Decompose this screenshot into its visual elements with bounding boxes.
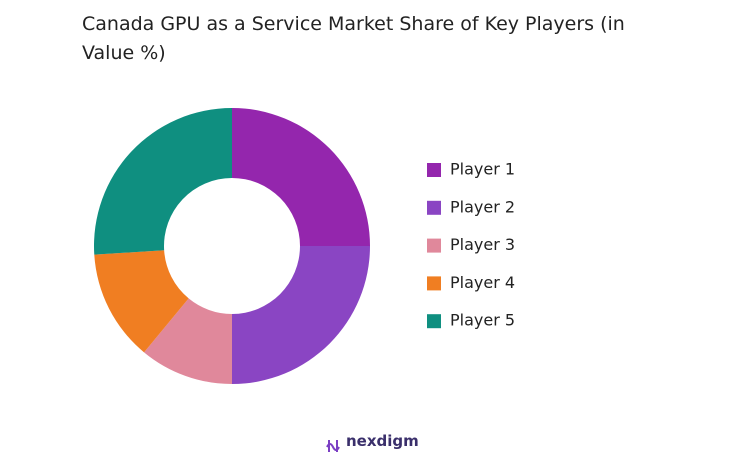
slice bbox=[232, 108, 370, 246]
slice bbox=[94, 250, 189, 353]
legend-swatch bbox=[427, 276, 441, 291]
brand-logo bbox=[326, 440, 340, 452]
chart-title: Canada GPU as a Service Market Share of … bbox=[82, 13, 625, 64]
legend-label: Player 5 bbox=[450, 311, 515, 330]
legend-swatch bbox=[427, 238, 441, 253]
slice bbox=[94, 108, 232, 255]
brand: nexdigm bbox=[346, 432, 419, 450]
slice bbox=[144, 298, 232, 384]
legend-swatch bbox=[427, 163, 441, 177]
legend-label: Player 3 bbox=[450, 235, 515, 254]
slice bbox=[232, 246, 370, 384]
legend-swatch bbox=[427, 200, 441, 215]
legend-label: Player 4 bbox=[450, 273, 515, 292]
legend-label: Player 2 bbox=[450, 197, 515, 216]
legend-label: Player 1 bbox=[450, 160, 515, 179]
legend-swatch bbox=[427, 314, 441, 329]
